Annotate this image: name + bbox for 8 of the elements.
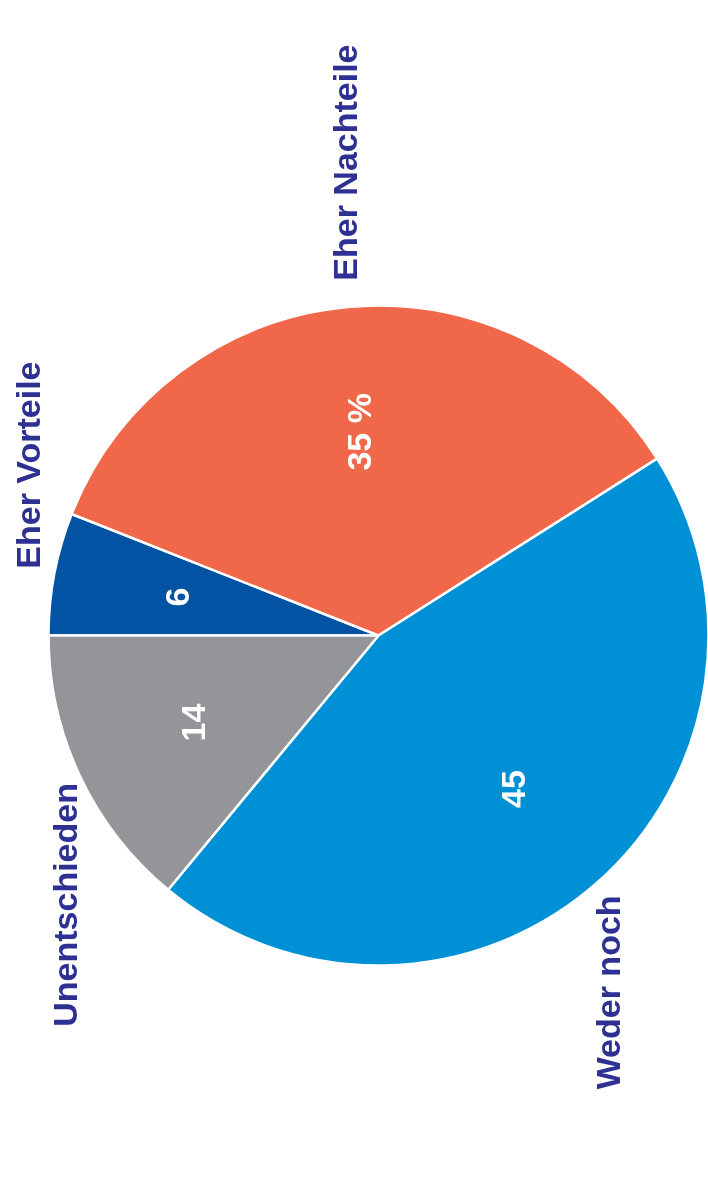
data-label: 35 %: [340, 393, 379, 471]
slice-label: Eher Vorteile: [9, 361, 48, 569]
data-label: 14: [173, 703, 212, 742]
slice-label: Unentschieden: [45, 783, 84, 1027]
slice-label: Eher Nachteile: [325, 44, 364, 281]
data-label: 45: [494, 770, 533, 808]
data-label: 6: [158, 587, 197, 607]
slice-label: Weder noch: [588, 895, 627, 1090]
